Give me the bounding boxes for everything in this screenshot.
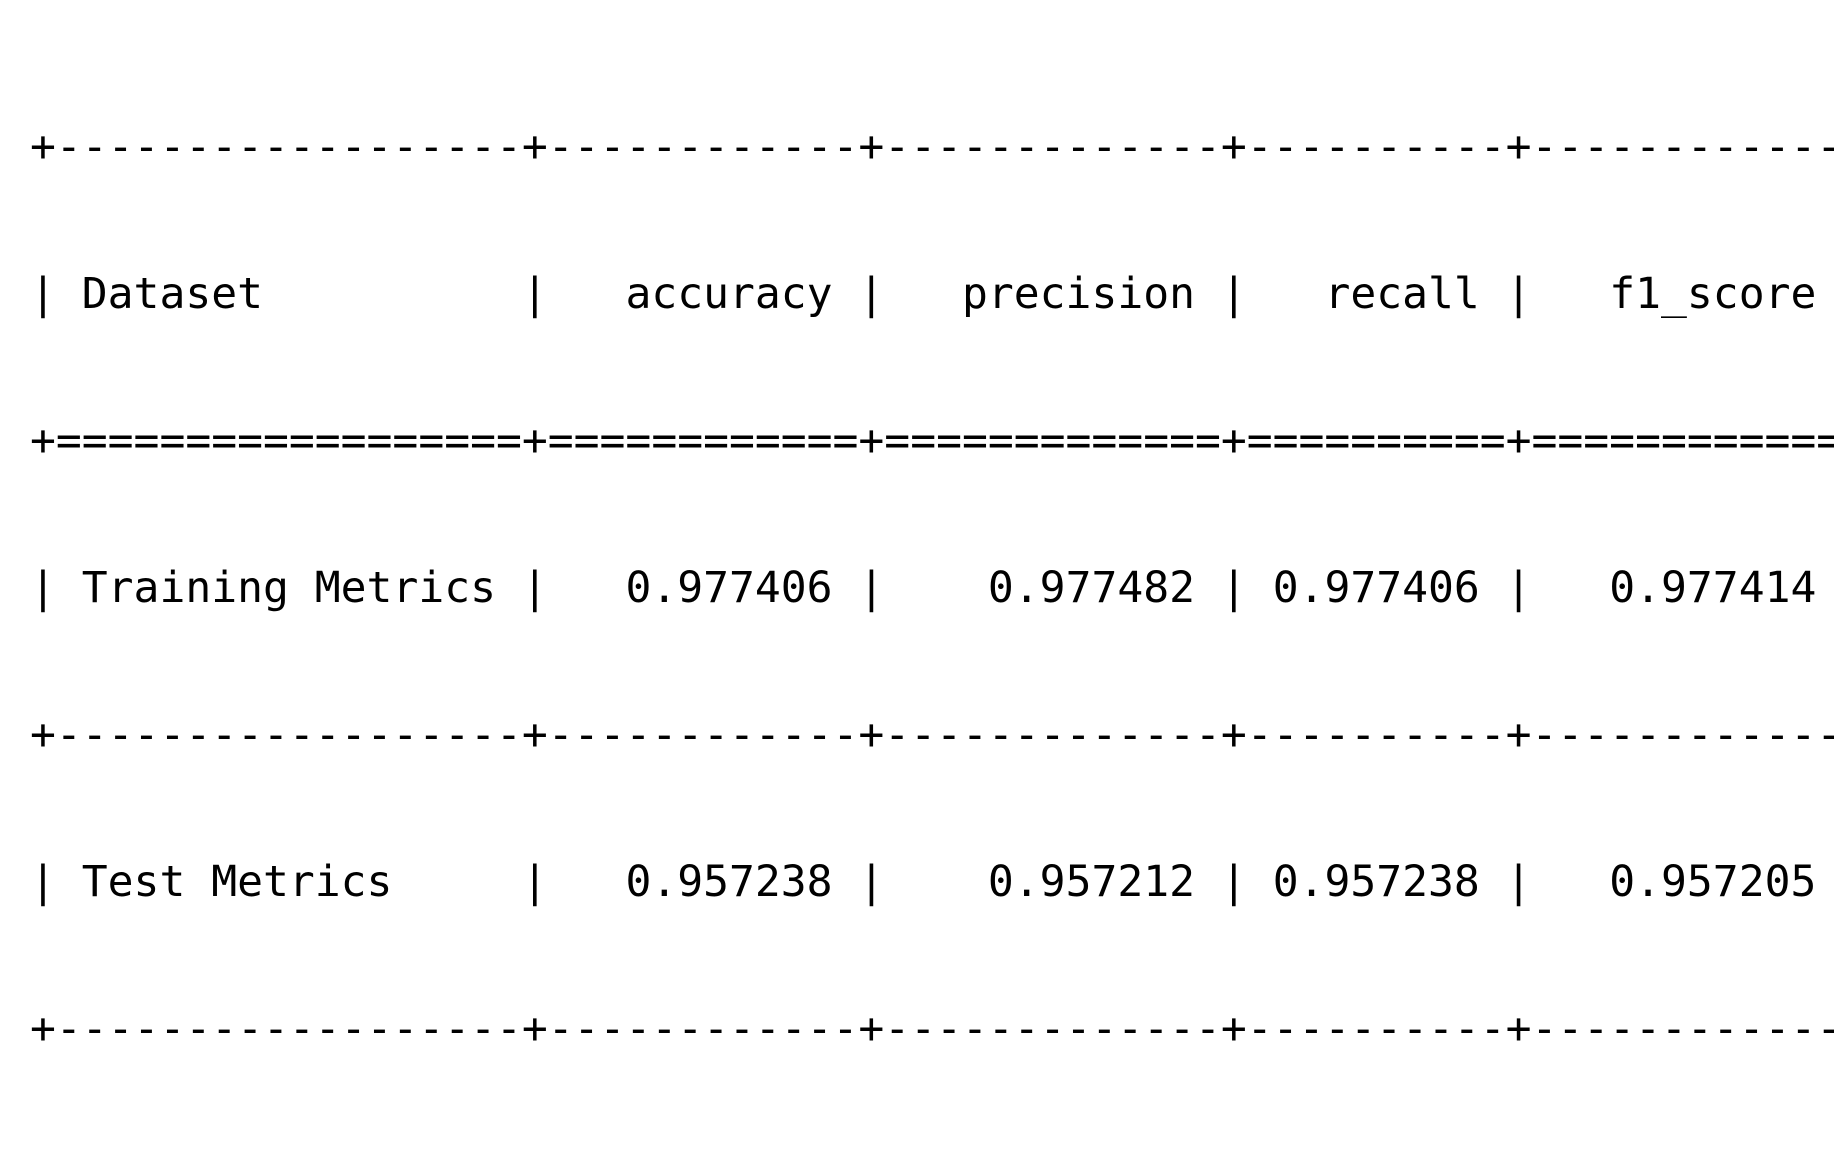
row-test-dataset: Test Metrics — [81, 857, 393, 907]
table-header-row: | Dataset | accuracy | precision | recal… — [30, 269, 1817, 319]
table-row: | Training Metrics | 0.977406 | 0.977482… — [30, 563, 1817, 613]
row-training-f1-score: 0.977414 — [1609, 563, 1817, 613]
row-test-precision: 0.957212 — [987, 857, 1196, 907]
row-test-recall: 0.957238 — [1272, 857, 1480, 907]
header-precision: precision — [962, 269, 1195, 319]
header-f1-score: f1_score — [1609, 269, 1817, 319]
header-recall: recall — [1324, 269, 1480, 319]
header-accuracy: accuracy — [625, 269, 833, 319]
metrics-table: +------------------+------------+-------… — [30, 25, 1834, 1103]
row-test-f1-score: 0.957205 — [1609, 857, 1817, 907]
table-bottom-border: +------------------+------------+-------… — [30, 1004, 1834, 1054]
table-row: | Test Metrics | 0.957238 | 0.957212 | 0… — [30, 857, 1817, 907]
row-training-precision: 0.977482 — [987, 563, 1196, 613]
row-training-recall: 0.977406 — [1272, 563, 1480, 613]
row-test-accuracy: 0.957238 — [625, 857, 833, 907]
table-top-border: +------------------+------------+-------… — [30, 122, 1834, 172]
table-header-separator: +==================+============+=======… — [30, 416, 1834, 466]
row-training-dataset: Training Metrics — [81, 563, 496, 613]
header-dataset: Dataset — [81, 269, 263, 319]
row-training-accuracy: 0.977406 — [625, 563, 833, 613]
table-row-border: +------------------+------------+-------… — [30, 710, 1834, 760]
